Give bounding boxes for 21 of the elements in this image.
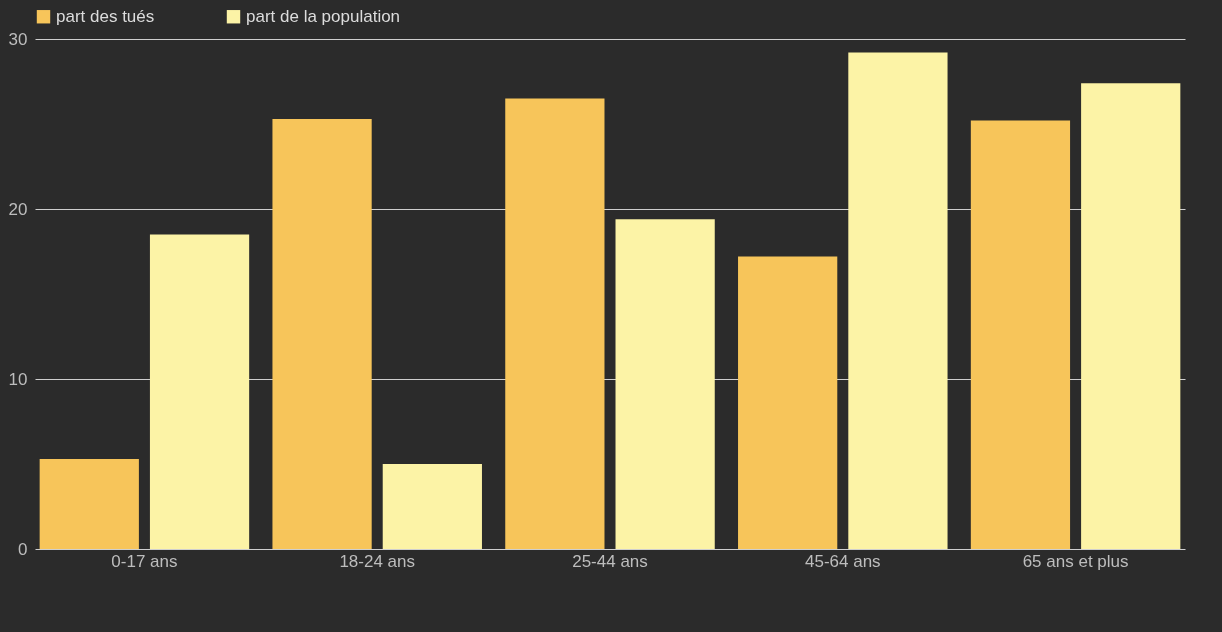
x-tick-label: 18-24 ans xyxy=(339,551,416,571)
bar xyxy=(848,52,948,549)
bar xyxy=(39,458,139,549)
bar xyxy=(505,98,605,549)
bar xyxy=(615,219,715,549)
x-tick-label: 25-44 ans xyxy=(572,551,648,571)
bar xyxy=(1081,83,1181,549)
bar xyxy=(970,120,1071,549)
bar xyxy=(738,256,838,549)
x-tick-label: 45-64 ans xyxy=(804,551,881,571)
bar xyxy=(382,464,482,549)
legend-label: part des tués xyxy=(56,6,155,26)
y-tick-label: 0 xyxy=(18,539,28,559)
x-tick-label: 65 ans et plus xyxy=(1022,551,1129,571)
y-tick-label: 30 xyxy=(8,29,28,49)
legend-label: part de la population xyxy=(246,6,401,26)
y-tick-label: 10 xyxy=(8,369,28,389)
x-tick-label: 0-17 ans xyxy=(111,551,178,571)
y-tick-label: 20 xyxy=(8,199,28,219)
bar xyxy=(149,234,250,549)
bar xyxy=(272,118,372,549)
